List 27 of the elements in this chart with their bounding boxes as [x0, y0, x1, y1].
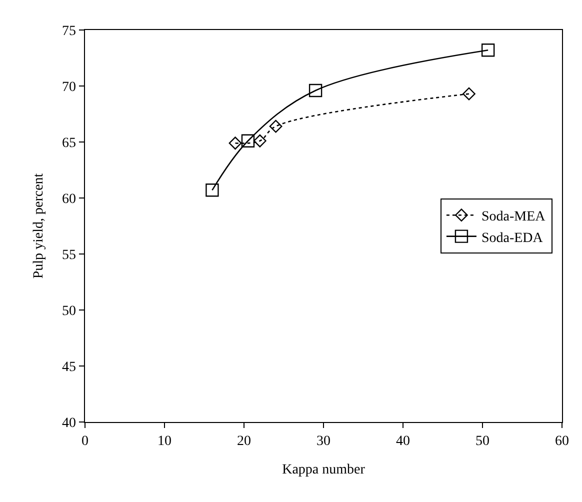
- y-tick-label: 70: [62, 80, 76, 95]
- x-tick-label: 20: [237, 434, 251, 449]
- point: [481, 44, 495, 57]
- x-tick-label: 30: [316, 434, 330, 449]
- point: [462, 87, 476, 100]
- point: [269, 120, 282, 133]
- x-tick-label: 10: [158, 434, 172, 449]
- y-tick-label: 55: [62, 248, 76, 263]
- y-tick-label: 65: [62, 136, 76, 151]
- legend-label: Soda-EDA: [481, 230, 544, 246]
- point: [228, 136, 242, 150]
- x-tick-label: 50: [476, 434, 490, 449]
- y-tick-label: 75: [62, 24, 76, 39]
- y-tick-label: 60: [62, 192, 76, 207]
- point: [206, 184, 219, 197]
- y-tick-label: 40: [62, 416, 76, 431]
- x-axis-title: Kappa number: [282, 462, 366, 478]
- x-tick-label: 60: [555, 434, 569, 449]
- y-tick-label: 50: [62, 304, 76, 319]
- x-tick-label: 0: [82, 434, 88, 449]
- point: [308, 84, 322, 98]
- legend-label: Soda-MEA: [481, 210, 546, 225]
- x-tick-label: 40: [396, 434, 410, 449]
- y-tick-label: 45: [62, 360, 76, 375]
- point: [253, 134, 266, 148]
- y-axis-title: Pulp yield, percent: [32, 173, 47, 279]
- point: [241, 134, 255, 148]
